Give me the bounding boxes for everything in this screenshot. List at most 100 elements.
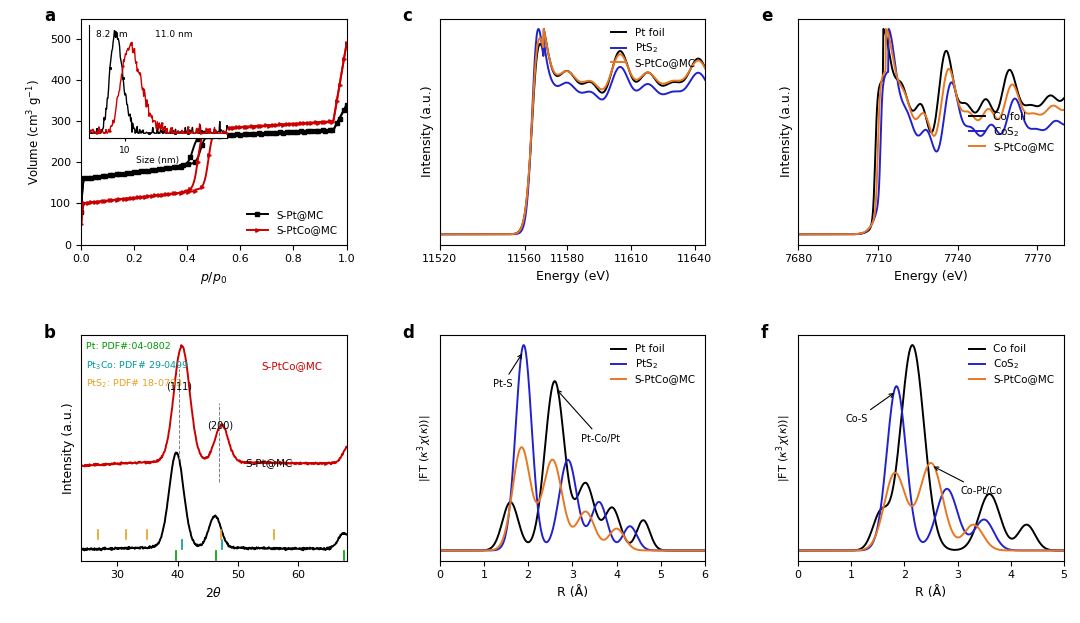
Text: a: a	[44, 7, 55, 26]
S-Pt@MC	[233, 130, 246, 138]
S-PtCo@MC	[465, 547, 478, 554]
CoS$_2$	[793, 547, 806, 554]
Text: e: e	[761, 7, 772, 26]
CoS$_2$	[1016, 547, 1029, 554]
S-PtCo@MC	[1052, 104, 1065, 112]
S-PtCo@MC	[949, 533, 962, 541]
PtS$_2$	[600, 519, 613, 526]
S-PtCo@MC	[920, 113, 933, 121]
S-PtCo@MC	[600, 534, 613, 541]
S-PtCo@MC	[611, 52, 624, 60]
PtS$_2$	[517, 341, 530, 349]
Legend: Co foil, CoS$_2$, S-PtCo@MC: Co foil, CoS$_2$, S-PtCo@MC	[966, 107, 1058, 156]
Line: S-PtCo@MC: S-PtCo@MC	[798, 29, 1064, 234]
Line: S-PtCo@MC: S-PtCo@MC	[440, 447, 705, 551]
CoS$_2$	[792, 547, 805, 554]
CoS$_2$	[1010, 96, 1023, 103]
Co foil	[793, 547, 806, 554]
Line: Pt foil: Pt foil	[440, 29, 705, 234]
Y-axis label: Intensity (a.u.): Intensity (a.u.)	[780, 86, 793, 178]
Line: Co foil: Co foil	[798, 29, 1064, 234]
S-PtCo@MC	[1034, 547, 1047, 554]
PtS$_2$	[539, 538, 552, 546]
Text: PtS$_2$: PDF# 18-0793: PtS$_2$: PDF# 18-0793	[86, 378, 184, 390]
Text: S-PtCo@MC: S-PtCo@MC	[261, 361, 323, 371]
Text: f: f	[761, 323, 768, 341]
S-PtCo@MC	[515, 444, 528, 451]
Text: Pt-Co/Pt: Pt-Co/Pt	[557, 391, 620, 444]
S-PtCo@MC	[481, 231, 494, 238]
X-axis label: Energy (eV): Energy (eV)	[894, 270, 968, 283]
CoS$_2$	[1052, 117, 1065, 125]
S-PtCo@MC	[538, 25, 551, 32]
CoS$_2$	[792, 231, 805, 238]
Text: Co-Pt/Co: Co-Pt/Co	[934, 467, 1002, 496]
S-PtCo@MC	[340, 40, 353, 47]
PtS$_2$	[634, 85, 647, 93]
S-Pt@MC	[340, 101, 353, 108]
S-PtCo@MC	[918, 110, 931, 118]
Pt foil	[634, 75, 647, 83]
CoS$_2$	[950, 508, 963, 515]
Pt foil	[590, 84, 603, 92]
S-PtCo@MC	[233, 123, 246, 131]
Legend: Pt foil, PtS$_2$, S-PtCo@MC: Pt foil, PtS$_2$, S-PtCo@MC	[607, 24, 700, 72]
S-Pt@MC	[315, 126, 328, 134]
Co foil	[1034, 539, 1047, 546]
S-PtCo@MC	[634, 74, 647, 82]
Co foil	[1016, 523, 1029, 530]
Co foil	[918, 110, 931, 117]
Pt foil	[699, 64, 712, 72]
CoS$_2$	[920, 126, 933, 134]
Co foil	[906, 341, 919, 349]
S-PtCo@MC	[554, 70, 567, 78]
X-axis label: $p/p_0$: $p/p_0$	[200, 270, 228, 286]
S-PtCo@MC	[232, 123, 245, 131]
Co foil	[792, 231, 805, 238]
S-Pt@MC	[238, 130, 251, 138]
S-PtCo@MC	[625, 543, 638, 551]
S-PtCo@MC	[298, 119, 311, 126]
PtS$_2$	[521, 356, 534, 364]
PtS$_2$	[611, 65, 624, 72]
CoS$_2$	[890, 383, 903, 390]
CoS$_2$	[1057, 547, 1070, 554]
Co foil	[936, 59, 949, 67]
Pt foil	[433, 231, 446, 238]
S-PtCo@MC	[1057, 547, 1070, 554]
Line: CoS$_2$: CoS$_2$	[798, 29, 1064, 234]
S-PtCo@MC	[521, 458, 534, 465]
S-PtCo@MC	[936, 92, 949, 100]
S-PtCo@MC	[1010, 87, 1023, 95]
X-axis label: R (Å): R (Å)	[557, 586, 588, 599]
PtS$_2$	[554, 82, 567, 89]
Co foil	[955, 545, 968, 553]
PtS$_2$	[433, 547, 446, 554]
Co foil	[949, 546, 962, 554]
Line: S-Pt@MC: S-Pt@MC	[80, 103, 349, 213]
Line: S-PtCo@MC: S-PtCo@MC	[440, 29, 705, 234]
S-PtCo@MC	[699, 547, 712, 554]
S-PtCo@MC	[955, 532, 968, 540]
Line: S-PtCo@MC: S-PtCo@MC	[80, 42, 349, 226]
S-PtCo@MC	[699, 65, 712, 72]
Pt foil	[600, 508, 613, 516]
Text: Pt-S: Pt-S	[492, 354, 522, 389]
X-axis label: R (Å): R (Å)	[916, 586, 946, 599]
Co foil	[1010, 83, 1023, 91]
S-PtCo@MC	[76, 209, 89, 216]
Pt foil	[519, 538, 532, 545]
Y-axis label: Intensity (a.u.): Intensity (a.u.)	[63, 402, 76, 493]
Line: Co foil: Co foil	[798, 345, 1064, 551]
Line: PtS$_2$: PtS$_2$	[440, 345, 705, 551]
Pt foil	[465, 547, 478, 554]
S-Pt@MC	[76, 189, 89, 197]
S-PtCo@MC	[924, 459, 937, 467]
S-PtCo@MC	[590, 82, 603, 89]
S-PtCo@MC	[238, 123, 251, 130]
S-Pt@MC	[75, 208, 87, 216]
S-PtCo@MC	[539, 474, 552, 482]
Text: d: d	[403, 323, 415, 341]
S-Pt@MC	[298, 127, 311, 135]
Pt foil	[501, 231, 514, 238]
